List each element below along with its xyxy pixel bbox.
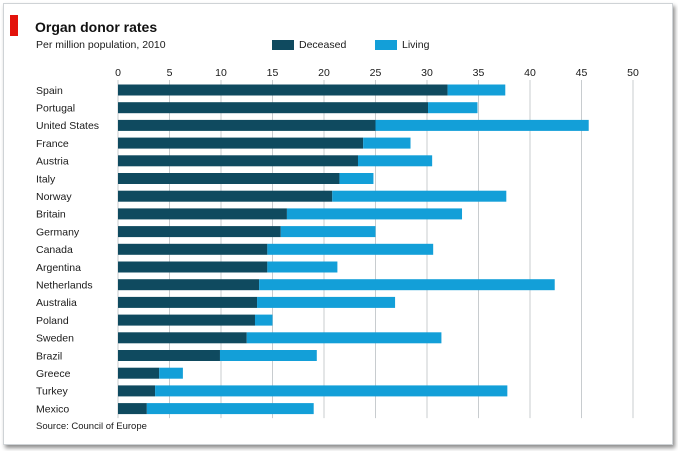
bar-deceased [118, 190, 333, 202]
bar-living [375, 119, 589, 131]
category-label: Poland [36, 315, 69, 327]
bar-deceased [118, 173, 340, 184]
category-label: Spain [36, 85, 63, 97]
legend-label-living: Living [402, 39, 430, 51]
bar-living [286, 208, 463, 220]
chart-frame [3, 3, 673, 445]
category-label: United States [36, 120, 99, 132]
category-label: Turkey [36, 386, 68, 398]
x-tick-label: 15 [267, 67, 279, 79]
category-label: Portugal [36, 103, 75, 115]
category-label: Germany [36, 226, 80, 238]
bar-living [447, 84, 506, 96]
bar-living [363, 137, 411, 149]
bar-deceased [118, 137, 364, 149]
category-label: Sweden [36, 333, 74, 345]
bar-deceased [118, 367, 160, 379]
x-tick-label: 35 [473, 67, 485, 79]
category-label: Brazil [36, 350, 62, 362]
bar-living [257, 296, 396, 308]
category-label: Canada [36, 244, 73, 256]
category-label: Argentina [36, 262, 81, 274]
bar-deceased [118, 314, 255, 326]
bar-living [267, 261, 338, 273]
x-tick-label: 5 [167, 67, 173, 79]
chart-title: Organ donor rates [35, 19, 158, 35]
bar-living [146, 403, 314, 415]
x-tick-label: 25 [370, 67, 382, 79]
bar-deceased [118, 155, 358, 167]
bar-deceased [118, 350, 220, 361]
x-tick-label: 20 [318, 67, 330, 79]
bar-deceased [118, 385, 156, 397]
x-tick-label: 40 [524, 67, 536, 79]
bar-deceased [118, 332, 247, 344]
category-label: Australia [36, 297, 77, 309]
category-label: Italy [36, 173, 56, 185]
bar-deceased [118, 102, 429, 114]
x-tick-label: 45 [576, 67, 588, 79]
chart-source: Source: Council of Europe [36, 421, 147, 432]
bar-living [357, 155, 433, 167]
x-tick-label: 50 [627, 67, 639, 79]
category-label: Britain [36, 209, 66, 221]
x-tick-label: 10 [215, 67, 227, 79]
bar-living [219, 350, 317, 361]
brand-accent-bar [10, 15, 18, 36]
bar-living [254, 314, 273, 326]
category-label: Mexico [36, 403, 69, 415]
bar-deceased [118, 226, 281, 238]
category-label: Greece [36, 368, 71, 380]
bar-deceased [118, 279, 260, 291]
bar-deceased [118, 84, 448, 96]
bar-living [267, 243, 434, 255]
bar-living [155, 385, 508, 397]
bar-living [332, 190, 507, 202]
bar-deceased [118, 296, 258, 308]
category-label: Norway [36, 191, 72, 203]
category-label: France [36, 138, 69, 150]
bar-deceased [118, 243, 268, 255]
chart-subtitle: Per million population, 2010 [36, 39, 166, 51]
bar-living [159, 367, 183, 379]
bar-deceased [118, 261, 268, 273]
x-tick-label: 30 [421, 67, 433, 79]
x-tick-label: 0 [115, 67, 121, 79]
bar-living [246, 332, 442, 344]
category-label: Austria [36, 156, 69, 168]
category-label: Netherlands [36, 280, 93, 292]
legend-swatch-living [375, 40, 397, 50]
bar-deceased [118, 208, 287, 220]
bar-living [259, 279, 555, 291]
bar-living [280, 226, 376, 238]
legend-label-deceased: Deceased [299, 39, 347, 51]
bar-deceased [118, 403, 147, 415]
legend-swatch-deceased [272, 40, 294, 50]
bar-deceased [118, 119, 376, 131]
bar-living [339, 173, 374, 184]
bar-living [428, 102, 478, 114]
